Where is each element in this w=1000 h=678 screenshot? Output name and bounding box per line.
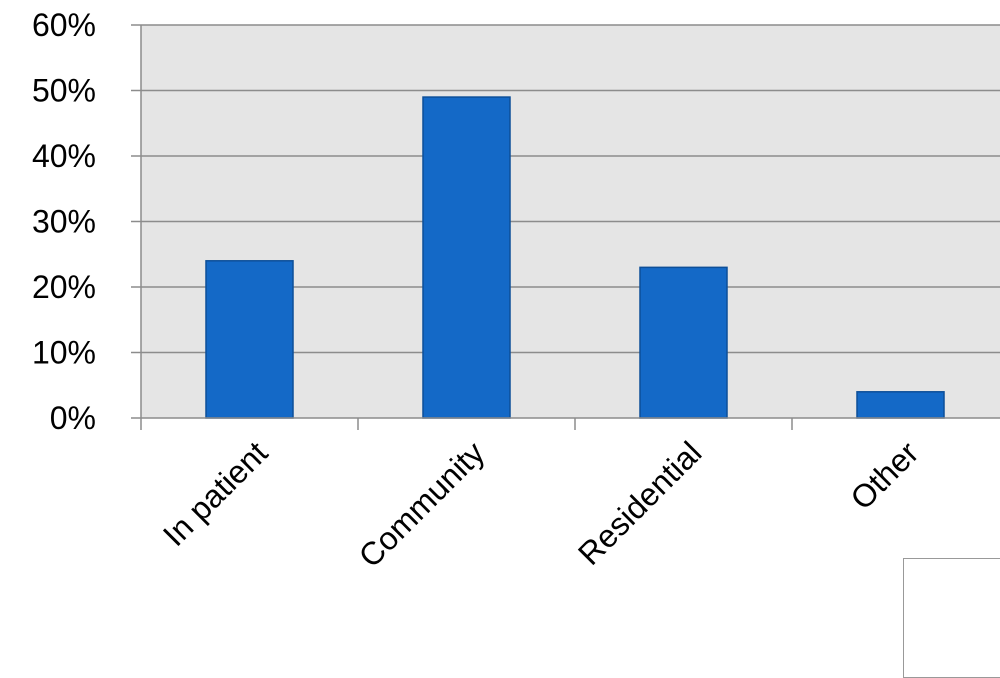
x-tick-label: In patient — [156, 434, 275, 553]
x-tick-labels: In patient Community Residential Other — [156, 434, 926, 574]
y-tick-labels: 0% 10% 20% 30% 40% 50% 60% — [32, 7, 96, 436]
x-tick-label: Community — [352, 434, 492, 574]
empty-inset-box — [903, 558, 1000, 678]
y-tick-label: 20% — [32, 269, 96, 305]
y-tick-label: 10% — [32, 335, 96, 371]
bar-residential — [639, 266, 728, 419]
bar-other — [856, 391, 945, 419]
y-tick-label: 40% — [32, 138, 96, 174]
bars — [205, 96, 945, 419]
y-tick-label: 0% — [50, 400, 96, 436]
x-tick-label: Other — [843, 434, 925, 516]
y-tick-label: 50% — [32, 73, 96, 109]
bar-in-patient — [205, 260, 294, 419]
axes — [131, 24, 1000, 430]
bar-community — [422, 96, 511, 419]
bar-chart: 0% 10% 20% 30% 40% 50% 60% In patient Community… — [32, 7, 1000, 574]
y-tick-label: 30% — [32, 204, 96, 240]
y-tick-label: 60% — [32, 7, 96, 43]
x-tick-label: Residential — [571, 434, 708, 571]
